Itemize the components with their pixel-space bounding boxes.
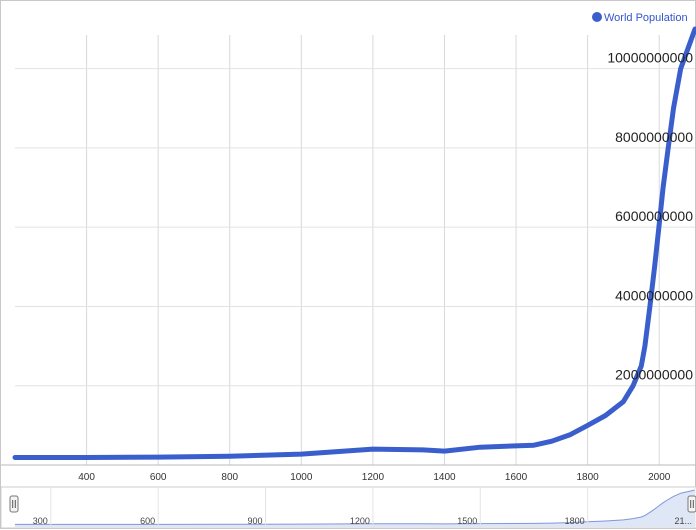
navigator-handle-left[interactable] bbox=[9, 495, 19, 513]
navigator-line bbox=[15, 489, 696, 525]
navigator-tick-label-1: 600 bbox=[140, 516, 155, 526]
navigator-background bbox=[1, 486, 696, 529]
pause-grip-icon bbox=[12, 500, 16, 508]
legend-marker-world-population bbox=[592, 12, 602, 22]
x-tick-label-600: 600 bbox=[150, 472, 167, 483]
navigator-tick-label-3: 1200 bbox=[350, 516, 370, 526]
pause-grip-icon bbox=[690, 500, 694, 508]
navigator-tick-label-6: 21... bbox=[674, 516, 692, 526]
x-tick-label-1200: 1200 bbox=[362, 472, 385, 483]
y-axis-ticks: 2000000000 4000000000 6000000000 8000000000… bbox=[607, 50, 693, 383]
navigator-tick-label-2: 900 bbox=[247, 516, 262, 526]
vertical-gridlines bbox=[86, 35, 660, 465]
x-tick-label-1800: 1800 bbox=[577, 472, 600, 483]
x-tick-label-800: 800 bbox=[221, 472, 238, 483]
x-tick-label-2000: 2000 bbox=[648, 472, 671, 483]
y-tick-label-4000000000: 4000000000 bbox=[615, 287, 693, 303]
range-navigator[interactable]: 300 600 900 1200 1500 1800 21... bbox=[1, 486, 696, 529]
series-line-world-population bbox=[12, 26, 696, 460]
x-tick-label-400: 400 bbox=[78, 472, 95, 483]
legend[interactable]: World Population bbox=[592, 12, 688, 24]
x-tick-label-1400: 1400 bbox=[433, 472, 456, 483]
y-tick-label-10000000000: 10000000000 bbox=[607, 50, 693, 66]
navigator-tick-label-0: 300 bbox=[33, 516, 48, 526]
series-layer bbox=[12, 26, 696, 460]
y-tick-label-8000000000: 8000000000 bbox=[615, 129, 693, 145]
navigator-handle-right-box[interactable] bbox=[687, 495, 696, 513]
x-tick-label-1000: 1000 bbox=[290, 472, 313, 483]
navigator-handle-left-box[interactable] bbox=[9, 495, 19, 513]
horizontal-gridlines bbox=[1, 68, 696, 466]
x-axis-ticks: 400 600 800 1000 1200 1400 1600 1800 2000 bbox=[78, 472, 671, 483]
navigator-tick-label-4: 1500 bbox=[457, 516, 477, 526]
legend-label-world-population: World Population bbox=[604, 12, 688, 24]
y-tick-label-6000000000: 6000000000 bbox=[615, 208, 693, 224]
x-tick-label-1600: 1600 bbox=[505, 472, 528, 483]
y-tick-label-2000000000: 2000000000 bbox=[615, 367, 693, 383]
navigator-handle-right[interactable] bbox=[687, 495, 696, 513]
navigator-area bbox=[15, 490, 695, 527]
navigator-tick-label-5: 1800 bbox=[565, 516, 585, 526]
